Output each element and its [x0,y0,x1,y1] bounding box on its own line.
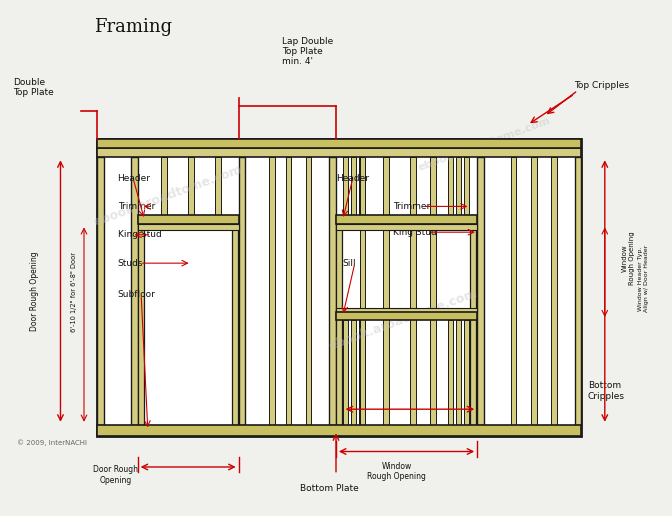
Text: Framing: Framing [94,18,172,36]
Bar [383,157,388,425]
Text: © 2009, InterNACHI: © 2009, InterNACHI [17,440,87,446]
Bar [215,157,220,215]
Bar [97,425,581,436]
Bar [430,157,435,425]
Text: King Stud: King Stud [118,230,161,239]
Text: Bottom Plate: Bottom Plate [300,484,359,493]
Text: King Stud: King Stud [393,228,437,237]
Text: Trimmer: Trimmer [118,202,155,211]
Bar [286,157,291,425]
Text: Double
Top Plate: Double Top Plate [13,78,54,98]
Text: Studs: Studs [118,259,143,268]
Bar [97,139,581,436]
Text: Window Header Typ.
Align w/ Door Header: Window Header Typ. Align w/ Door Header [638,245,649,312]
Bar [138,224,144,425]
Bar [359,157,364,215]
Bar [531,157,536,425]
Bar [336,215,477,224]
Text: Window
Rough Opening: Window Rough Opening [622,231,635,285]
Bar [448,157,453,215]
Text: Subfloor: Subfloor [118,289,155,299]
Text: Bottom
Cripples: Bottom Cripples [588,381,625,401]
Text: Header: Header [336,173,369,183]
Bar [456,320,461,425]
Bar [232,224,238,425]
Bar [456,157,461,215]
Text: Trimmer: Trimmer [393,202,430,211]
Text: Sill: Sill [343,259,356,268]
Bar [575,157,581,425]
Bar [351,320,356,425]
Text: ebook.aroadtome.com: ebook.aroadtome.com [416,116,552,173]
Bar [464,157,469,215]
Bar [188,157,194,215]
Text: ebook.aroadtome.com: ebook.aroadtome.com [327,287,479,353]
Bar [551,157,556,425]
Bar [470,224,476,425]
Bar [336,224,342,425]
Bar [464,320,469,425]
Text: Door Rough Opening: Door Rough Opening [30,252,40,331]
Text: Lap Double
Top Plate
min. 4': Lap Double Top Plate min. 4' [282,37,333,67]
Text: Window
Rough Opening: Window Rough Opening [367,462,426,481]
Bar [239,157,245,425]
Bar [343,157,348,215]
Bar [410,157,415,425]
Bar [343,320,348,425]
Bar [161,157,167,215]
Bar [131,157,138,425]
Text: Door Rough
Opening: Door Rough Opening [93,465,138,485]
Text: Header: Header [118,173,151,183]
Text: 6'-10 1/2" for 6'-8" Door: 6'-10 1/2" for 6'-8" Door [71,251,77,332]
Text: ebook.aroadtome.com: ebook.aroadtome.com [92,163,244,229]
Bar [269,157,274,425]
Bar [477,157,484,425]
Bar [329,157,336,425]
Bar [97,157,104,425]
Bar [336,308,477,312]
Bar [351,157,356,215]
Bar [511,157,516,425]
Bar [336,224,477,230]
Bar [336,312,477,320]
Bar [360,157,366,425]
Bar [138,224,239,230]
Bar [97,149,581,157]
Bar [448,320,453,425]
Bar [359,320,364,425]
Bar [97,139,581,149]
Text: Top Cripples: Top Cripples [575,80,630,90]
Bar [138,215,239,224]
Bar [306,157,311,425]
